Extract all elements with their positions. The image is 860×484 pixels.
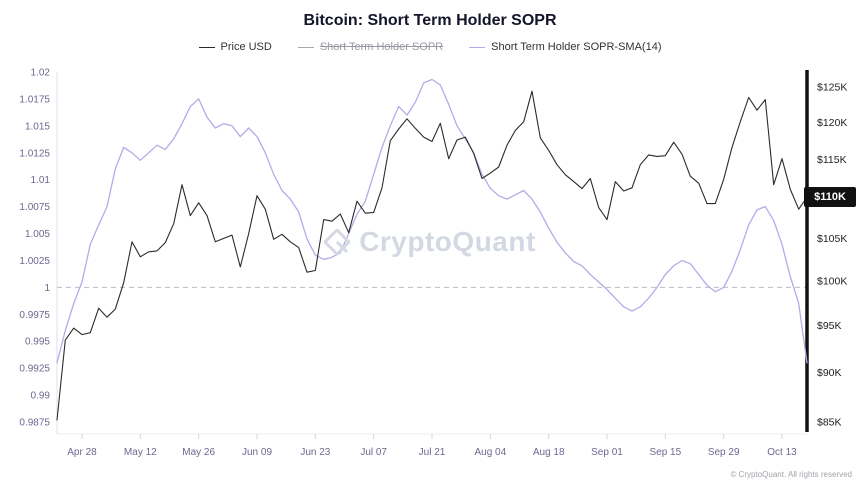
right-axis-tick-label: $115K	[817, 154, 847, 166]
legend-item-0[interactable]: Price USD	[198, 41, 272, 53]
left-axis-tick-label: 0.9975	[19, 310, 50, 321]
left-axis-tick-label: 1	[44, 283, 50, 294]
x-axis-tick-label: Aug 18	[533, 447, 565, 458]
legend: Price USD Short Term Holder SOPR Short Ter…	[0, 41, 860, 53]
legend-swatch-icon	[198, 46, 215, 48]
legend-item-1[interactable]: Short Term Holder SOPR	[297, 41, 444, 53]
left-axis-tick-label: 1.0075	[19, 202, 50, 213]
right-axis-tick-label: $85K	[817, 417, 842, 429]
left-axis-tick-label: 1.0125	[19, 148, 50, 159]
left-axis-tick-label: 1.005	[25, 229, 50, 240]
copyright-footer: © CryptoQuant. All rights reserved	[730, 470, 853, 479]
left-axis-tick-label: 0.99	[31, 391, 51, 402]
right-axis-tick-label: $95K	[817, 320, 842, 332]
x-axis-tick-label: Jul 07	[360, 447, 387, 458]
left-axis-tick-label: 1.02	[31, 68, 51, 79]
left-axis-tick-label: 0.995	[25, 337, 50, 348]
x-axis-tick-label: May 12	[124, 447, 157, 458]
x-axis-tick-label: Aug 04	[474, 447, 506, 458]
x-axis-tick-label: Jun 09	[242, 447, 272, 458]
x-axis-tick-label: May 26	[182, 447, 215, 458]
x-axis-tick-label: Oct 13	[767, 447, 797, 458]
x-axis-tick-label: Jul 21	[419, 447, 446, 458]
left-axis-tick-label: 1.0175	[19, 94, 50, 105]
x-axis-tick-label: Sep 01	[591, 447, 623, 458]
legend-item-2[interactable]: Short Term Holder SOPR-SMA(14)	[469, 41, 662, 53]
right-axis-tick-label: $125K	[817, 82, 847, 94]
left-axis-tick-label: 1.015	[25, 121, 50, 132]
current-price-badge: $110K	[804, 187, 856, 207]
right-axis-tick-label: $120K	[817, 117, 847, 129]
legend-swatch-icon	[297, 46, 314, 48]
chart-title: Bitcoin: Short Term Holder SOPR	[303, 12, 557, 29]
legend-label: Price USD	[220, 41, 272, 53]
legend-label: Short Term Holder SOPR-SMA(14)	[491, 41, 662, 53]
legend-swatch-icon	[469, 46, 486, 48]
right-axis-tick-label: $100K	[817, 275, 847, 287]
left-axis-tick-label: 0.9875	[19, 418, 50, 429]
x-axis-tick-label: Jun 23	[300, 447, 330, 458]
left-axis-tick-label: 1.01	[31, 175, 51, 186]
sopr-sma-line	[56, 78, 808, 364]
right-axis-tick-label: $90K	[817, 367, 842, 379]
left-axis-tick-label: 1.0025	[19, 256, 50, 267]
x-axis-tick-label: Sep 29	[708, 447, 740, 458]
legend-label: Short Term Holder SOPR	[319, 41, 444, 53]
x-axis-tick-label: Apr 28	[67, 447, 97, 458]
right-axis-tick-label: $105K	[817, 233, 847, 245]
x-axis-tick-label: Sep 15	[649, 447, 681, 458]
price-usd-line	[56, 90, 808, 421]
left-axis-tick-label: 0.9925	[19, 364, 50, 375]
